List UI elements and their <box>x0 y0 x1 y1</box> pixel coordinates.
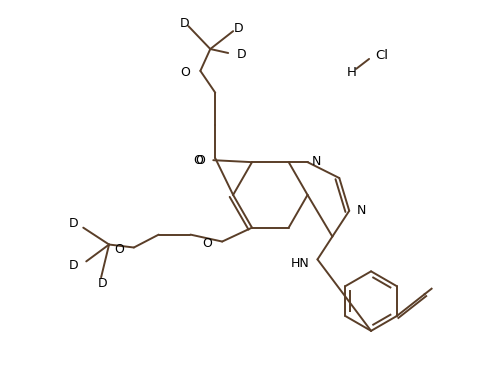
Text: D: D <box>233 22 243 35</box>
Text: D: D <box>69 217 78 230</box>
Text: N: N <box>357 204 367 217</box>
Text: O: O <box>202 237 212 250</box>
Text: D: D <box>69 259 78 272</box>
Text: D: D <box>97 277 107 290</box>
Text: O: O <box>114 243 124 256</box>
Text: O: O <box>195 154 205 167</box>
Text: N: N <box>312 155 321 168</box>
Text: H: H <box>346 66 356 79</box>
Text: HN: HN <box>291 257 310 270</box>
Text: Cl: Cl <box>375 49 388 63</box>
Text: D: D <box>180 17 189 30</box>
Text: O: O <box>194 154 203 167</box>
Text: D: D <box>237 48 247 61</box>
Text: O: O <box>181 66 190 79</box>
